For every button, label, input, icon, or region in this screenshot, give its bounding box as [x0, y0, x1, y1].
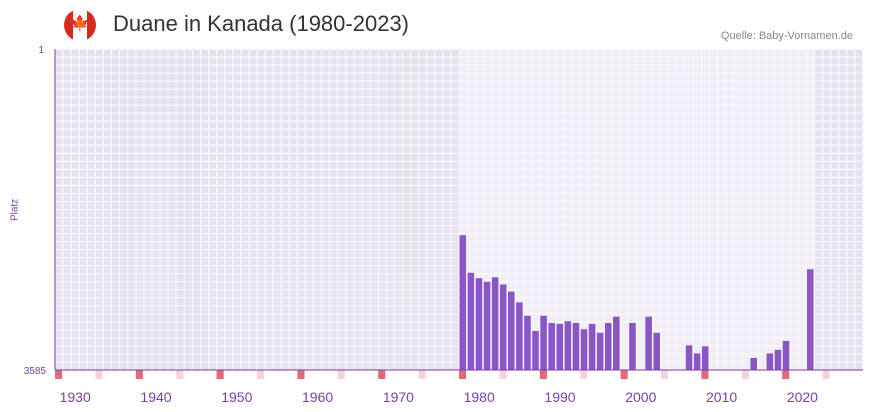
bar-2014 [750, 357, 757, 370]
year-marker-1993 [580, 370, 588, 379]
year-marker-1953 [257, 370, 265, 379]
bar-1979 [467, 272, 475, 370]
bar-2006 [685, 345, 693, 370]
year-marker-1983 [499, 370, 507, 379]
x-tick-2010: 2010 [706, 389, 737, 405]
bar-2016 [766, 353, 774, 370]
bar-1989 [548, 322, 555, 370]
bar-1987 [532, 331, 539, 370]
x-tick-1930: 1930 [60, 389, 91, 405]
decade-marker-1958 [297, 370, 305, 379]
decade-marker-2018 [782, 370, 790, 379]
bar-2007 [693, 353, 701, 370]
x-tick-1980: 1980 [464, 389, 495, 405]
bars [459, 235, 814, 370]
x-tick-2020: 2020 [787, 389, 818, 405]
bar-1991 [564, 321, 572, 370]
y-tick-top: 1 [38, 45, 44, 56]
year-marker-1963 [337, 370, 345, 379]
canada-flag-icon: 🍁 [64, 9, 96, 41]
bar-1995 [596, 332, 604, 370]
bar-1994 [588, 323, 596, 370]
x-tick-2000: 2000 [625, 389, 656, 405]
decade-marker-1948 [216, 370, 224, 379]
decade-marker-1938 [135, 370, 143, 379]
decade-marker-1998 [620, 370, 628, 379]
bar-2018 [782, 340, 790, 370]
bar-1988 [540, 315, 547, 370]
year-markers [55, 370, 830, 379]
x-ticks: 1930 1940 1950 1960 1970 1980 1990 2000 2010 2020 [60, 389, 819, 405]
year-marker-2013 [741, 370, 749, 379]
source-label: Quelle: Baby-Vornamen.de [720, 30, 853, 42]
x-tick-1950: 1950 [221, 389, 252, 405]
bar-1982 [491, 277, 499, 370]
x-tick-1970: 1970 [383, 389, 414, 405]
y-tick-bottom: 3585 [24, 366, 47, 377]
decade-marker-1988 [539, 370, 547, 379]
bar-2008 [701, 346, 709, 370]
decade-marker-1978 [459, 370, 467, 379]
bar-1980 [475, 278, 483, 370]
x-tick-1960: 1960 [302, 389, 333, 405]
year-marker-1943 [176, 370, 184, 379]
bar-1978 [459, 235, 467, 370]
year-marker-1933 [95, 370, 103, 379]
year-marker-1973 [418, 370, 426, 379]
bar-1996 [604, 322, 612, 370]
decade-marker-1928 [55, 370, 63, 379]
bar-1985 [516, 302, 523, 370]
bar-1990 [556, 323, 564, 370]
maple-leaf-icon: 🍁 [70, 15, 90, 32]
x-tick-1990: 1990 [544, 389, 575, 405]
bar-2002 [653, 332, 660, 370]
year-marker-2023 [822, 370, 830, 379]
grid-lines [54, 48, 864, 371]
bar-1986 [524, 315, 531, 370]
bar-1999 [629, 322, 636, 370]
decade-marker-2008 [701, 370, 709, 379]
bar-1984 [507, 291, 515, 370]
year-marker-2003 [661, 370, 669, 379]
bar-2021 [806, 269, 814, 370]
bar-1981 [483, 281, 491, 370]
x-tick-1940: 1940 [140, 389, 171, 405]
bar-1997 [613, 316, 620, 370]
bar-2017 [774, 349, 782, 370]
bar-2001 [645, 316, 652, 370]
bar-1983 [499, 284, 507, 370]
decade-marker-1968 [378, 370, 386, 379]
bar-1993 [580, 329, 588, 370]
bar-1992 [572, 322, 580, 370]
chart-title: Duane in Kanada (1980-2023) [113, 11, 410, 36]
